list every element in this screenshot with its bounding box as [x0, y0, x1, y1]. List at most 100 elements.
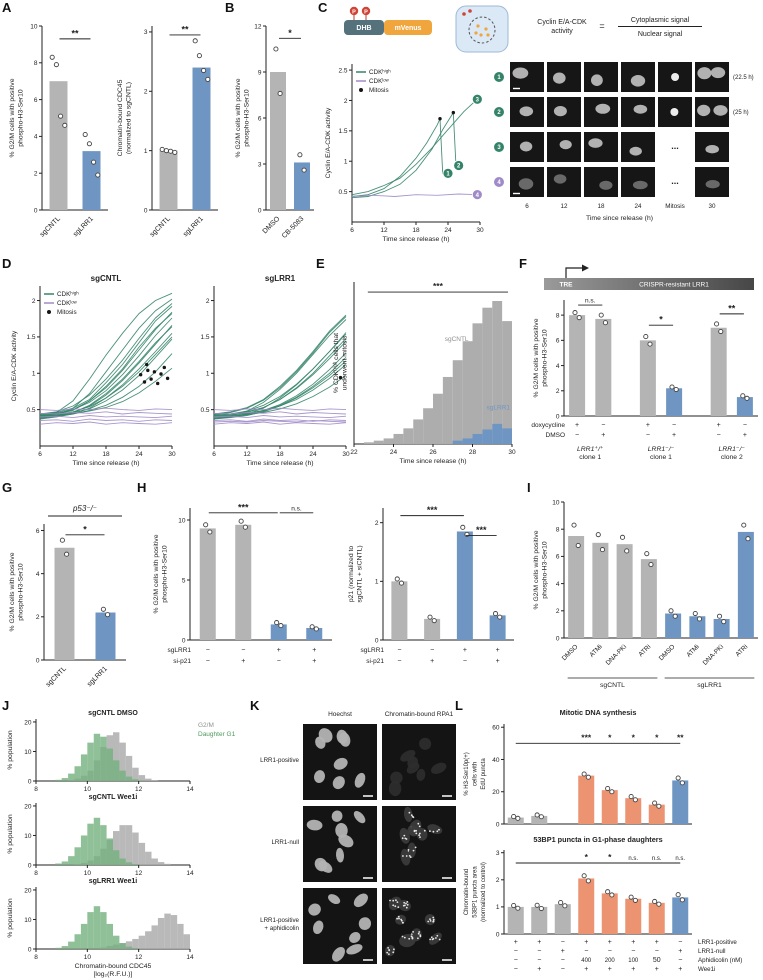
y-tick-label: 9 — [258, 69, 262, 76]
matrix-cell: − — [743, 422, 747, 429]
bar-chart-ph3-sgcntl-vs-sglrr1: 0 2 4 6 8 10 % G2/M cells with positive phospho… — [9, 23, 108, 239]
row-number: 2 — [497, 110, 501, 116]
hist-bar — [113, 831, 120, 865]
y-tick-label: 20 — [24, 803, 32, 810]
x-category-label: DMSO — [658, 643, 677, 662]
rpa1-punctum — [429, 920, 432, 922]
matrix-cell: − — [678, 957, 682, 964]
y-tick-label: 60 — [492, 725, 500, 732]
y-tick-label: 6 — [556, 554, 560, 561]
x-tick-label: 12 — [69, 451, 77, 458]
matrix-row-label: sgLRR1 — [168, 647, 192, 654]
x-tick-label: 24 — [444, 227, 452, 234]
cell-number-marker — [442, 167, 454, 179]
bar — [270, 624, 287, 640]
rpa1-punctum — [415, 832, 418, 835]
data-point — [172, 149, 178, 155]
plot-area: 0.5 1 1.5 2 6 12 18 24 30 Cyclin E/A-CDK activity… — [11, 274, 176, 467]
matrix-cell: + — [514, 939, 518, 946]
data-point — [309, 624, 315, 630]
nucleus — [697, 67, 712, 80]
y-tick-label: 10 — [24, 917, 32, 924]
column-header: Hoechst — [328, 711, 352, 718]
mitosis-dot — [138, 373, 143, 377]
hist-bar — [125, 776, 133, 781]
hist-bar — [87, 912, 94, 949]
bar — [601, 790, 618, 824]
y-tick-label: 10 — [24, 749, 32, 756]
y-axis-label: (normalized to control) — [481, 862, 487, 922]
matrix-cell: − — [561, 939, 565, 946]
x-tick-label: 6 — [212, 451, 216, 458]
ellipsis: ... — [671, 141, 679, 151]
hist-bar — [502, 428, 512, 444]
single-cell-trace — [39, 411, 173, 415]
rpa1-punctum — [397, 906, 400, 909]
matrix-cell: + — [430, 658, 434, 665]
bar — [456, 531, 473, 640]
legend-label: CDKʰⁱᵍʰ — [57, 291, 79, 298]
bar-chart-doxycycline-rescue: 0 2 4 6 8 % G2/M cells with positive phospho-H… — [531, 298, 758, 461]
y-axis-label: p21 (normalized to — [348, 546, 355, 603]
data-point — [644, 551, 650, 557]
data-point — [632, 797, 638, 803]
data-point — [62, 122, 68, 128]
bar — [592, 542, 609, 638]
bar — [507, 906, 524, 934]
y-tick-label: 0 — [496, 931, 500, 938]
y-axis-label: % population — [7, 898, 14, 938]
sig-label: ** — [677, 732, 684, 742]
data-point — [572, 310, 578, 316]
dhb-box — [344, 20, 384, 35]
chart-title: sgCNTL Wee1i — [89, 794, 138, 801]
matrix-cell: + — [743, 432, 747, 439]
hist-bar — [113, 732, 120, 781]
y-tick-label: 5 — [182, 577, 186, 584]
nucleus — [400, 848, 411, 866]
sig-label: n.s. — [585, 298, 596, 305]
hist-bar — [55, 863, 62, 865]
rpa1-punctum — [406, 901, 409, 903]
y-tick-label: 2 — [144, 89, 148, 96]
cdk-sensor-schematic: DHB mVenus P P Cyclin E/A-CDK activity = Cytopl… — [344, 5, 702, 53]
data-point — [558, 900, 564, 906]
matrix-cell: + — [537, 939, 541, 946]
legend-label: CDKˡᵒʷ — [57, 300, 78, 307]
bar — [625, 898, 642, 934]
x-tick-label: 12 — [135, 786, 143, 793]
data-point — [675, 775, 681, 781]
hist-bar — [119, 770, 126, 781]
matrix-cell: + — [537, 966, 541, 973]
x-category-label: ATRi — [637, 643, 652, 658]
bar — [235, 524, 252, 640]
y-tick-label: 0 — [375, 637, 379, 644]
nucleus — [354, 772, 366, 788]
y-tick-label: 2 — [556, 608, 560, 615]
hist-bar — [442, 376, 453, 444]
group-label: sgLRR1 — [697, 682, 722, 689]
promoter-arrow-head — [582, 264, 589, 272]
data-point — [716, 613, 723, 619]
y-tick-label: 1 — [496, 904, 500, 911]
data-point — [277, 90, 283, 97]
mitotic-chromatin — [671, 73, 680, 81]
rpa1-punctum — [408, 937, 411, 940]
data-point — [595, 532, 601, 538]
hist-bar — [452, 360, 463, 444]
panel-label-g: G — [2, 480, 13, 495]
bar — [199, 528, 216, 640]
data-point — [538, 814, 544, 820]
data-point — [394, 576, 400, 582]
data-point — [201, 67, 207, 74]
single-cell-trace — [213, 415, 347, 419]
x-tick-label: 14 — [186, 954, 194, 961]
data-point — [207, 529, 213, 535]
data-point — [159, 146, 165, 153]
nucleus — [353, 893, 368, 908]
bar — [625, 798, 642, 824]
nucleus — [519, 141, 533, 152]
y-tick-label: 6 — [34, 97, 38, 104]
single-cell-trace — [39, 303, 173, 415]
nucleus — [591, 74, 603, 86]
rpa1-punctum — [414, 846, 417, 849]
